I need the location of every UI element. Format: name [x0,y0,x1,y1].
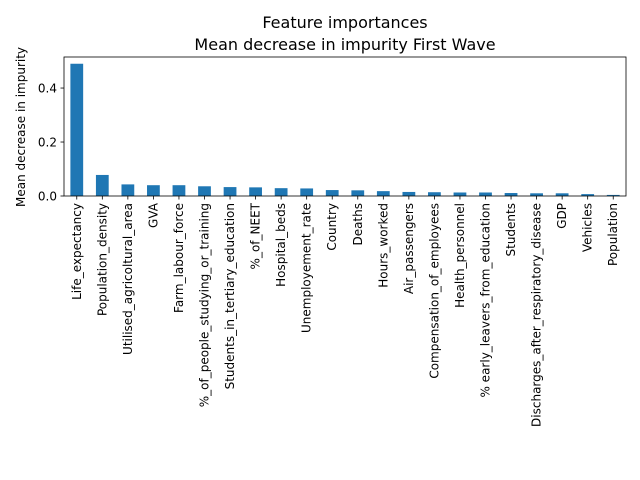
y-tick-label: 0.0 [38,190,57,204]
x-tick-label: Country [325,203,339,251]
bar [376,191,390,196]
x-tick-label: GDP [555,203,569,229]
bar [121,184,135,196]
bar [70,63,84,196]
x-tick-label: %_of_people_studying_or_training [198,203,212,407]
x-tick-label: Unemployement_rate [300,203,314,333]
x-tick-label: GVA [146,202,160,228]
x-tick-label: Compensation_of_employees [427,203,441,379]
x-tick-label: Population [606,203,620,266]
bar [223,187,237,196]
bars-group [70,63,620,196]
bar [325,190,339,196]
x-axis: Life_expectancy Population_density Utilise… [70,196,620,427]
x-tick-label: % early_leavers_from_education [479,203,493,398]
x-tick-label: Population_density [95,203,109,316]
bar [479,192,492,196]
bar [147,185,160,196]
y-tick-label: 0.2 [38,136,57,150]
bar [95,174,109,196]
x-tick-label: Hours_worked [376,203,390,288]
bar [300,188,314,196]
x-tick-label: Students_in_tertiary_education [223,203,237,389]
bar [428,192,441,196]
x-tick-label: Discharges_after_respiratory_disease [530,203,544,427]
bar [606,194,620,196]
bar [274,188,288,196]
bar [453,192,467,196]
bar [504,193,518,196]
bar [402,191,416,196]
chart-subtitle: Mean decrease in impurity First Wave [194,35,495,54]
bar [555,193,569,196]
x-tick-label: Students [504,203,518,257]
x-tick-label: Hospital_beds [274,203,288,287]
x-tick-label: Vehicles [581,203,595,252]
chart-title: Feature importances [262,13,427,32]
y-tick-label: 0.4 [38,82,57,96]
bar [530,193,543,196]
bar [172,185,186,196]
bar [198,186,211,196]
x-tick-label: Farm_labour_force [172,203,186,313]
bar [351,190,365,196]
x-tick-label: Utilised_agricoltural_area [121,203,135,355]
plot-frame [63,56,627,197]
y-axis-label: Mean decrease in impurity [14,47,28,207]
x-tick-label: %_of_NEET [249,202,263,269]
x-tick-label: Air_passengers [402,203,416,294]
x-tick-label: Life_expectancy [70,203,84,300]
x-tick-label: Health_personnel [453,203,467,308]
y-axis: 0.0 0.2 0.4 [38,82,64,204]
bar [581,194,595,196]
x-tick-label: Deaths [351,203,365,246]
bar [249,187,262,196]
